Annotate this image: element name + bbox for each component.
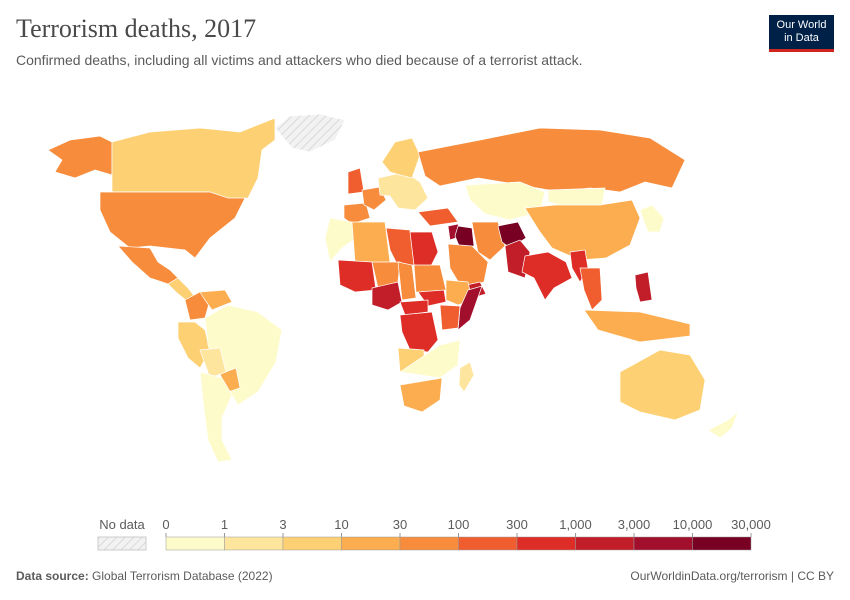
country-bolivia[interactable] bbox=[199, 347, 227, 379]
legend-tick-label: 10 bbox=[334, 517, 348, 532]
country-japan-korea[interactable] bbox=[639, 204, 665, 233]
country-united-states[interactable] bbox=[99, 191, 246, 259]
logo-line-2: in Data bbox=[784, 32, 819, 44]
country-kenya[interactable] bbox=[439, 304, 461, 331]
legend-swatch[interactable] bbox=[282, 536, 342, 551]
legend-tick-label: 30,000 bbox=[731, 517, 771, 532]
country-colombia[interactable] bbox=[184, 291, 211, 321]
logo-line-1: Our World bbox=[776, 19, 827, 31]
country-philippines[interactable] bbox=[634, 271, 653, 303]
country-mexico[interactable] bbox=[117, 245, 179, 285]
country-canada[interactable] bbox=[111, 117, 276, 201]
country-argentina-chile[interactable] bbox=[199, 371, 233, 463]
legend-swatch[interactable] bbox=[516, 536, 576, 551]
data-source-text: Global Terrorism Database (2022) bbox=[92, 569, 273, 583]
country-nigeria[interactable] bbox=[371, 281, 403, 311]
legend-swatch[interactable] bbox=[692, 536, 752, 551]
legend-tick-label: 30 bbox=[393, 517, 407, 532]
legend-swatch[interactable] bbox=[458, 536, 518, 551]
country-chad[interactable] bbox=[397, 261, 417, 301]
country-libya[interactable] bbox=[385, 227, 415, 267]
country-alaska[interactable] bbox=[47, 135, 113, 179]
legend-swatch[interactable] bbox=[165, 536, 225, 551]
country-mali[interactable] bbox=[337, 259, 377, 293]
country-australia[interactable] bbox=[619, 349, 706, 421]
country-somalia[interactable] bbox=[457, 285, 483, 331]
country-madagascar[interactable] bbox=[458, 361, 475, 393]
country-new-zealand[interactable] bbox=[707, 410, 739, 439]
country-indonesia[interactable] bbox=[583, 309, 691, 343]
legend-tick-label: 3 bbox=[279, 517, 286, 532]
country-central-europe[interactable] bbox=[377, 171, 429, 211]
chart-subtitle: Confirmed deaths, including all victims … bbox=[16, 52, 583, 68]
legend-tick-label: 10,000 bbox=[673, 517, 713, 532]
legend-no-data-swatch[interactable] bbox=[97, 536, 147, 551]
country-kazakhstan-central-asia[interactable] bbox=[464, 181, 546, 221]
country-egypt[interactable] bbox=[409, 231, 439, 269]
country-thailand[interactable] bbox=[579, 267, 603, 311]
source-url[interactable]: OurWorldinData.org/terrorism | CC BY bbox=[630, 569, 834, 583]
legend-swatch[interactable] bbox=[224, 536, 284, 551]
legend-tick-label: 0 bbox=[162, 517, 169, 532]
country-china[interactable] bbox=[524, 199, 641, 261]
country-scandinavia[interactable] bbox=[381, 137, 421, 179]
legend-tick-label: 1 bbox=[221, 517, 228, 532]
country-greenland[interactable] bbox=[274, 113, 346, 153]
legend-no-data-label: No data bbox=[99, 517, 145, 532]
country-south-africa[interactable] bbox=[399, 377, 443, 413]
legend-swatch[interactable] bbox=[575, 536, 635, 551]
data-source: Data source: Global Terrorism Database (… bbox=[16, 569, 273, 583]
country-turkey[interactable] bbox=[417, 207, 459, 227]
country-russia[interactable] bbox=[417, 127, 686, 193]
country-venezuela[interactable] bbox=[199, 289, 233, 311]
country-dr-congo[interactable] bbox=[399, 311, 439, 353]
legend-tick-label: 3,000 bbox=[618, 517, 651, 532]
data-source-label: Data source: bbox=[16, 569, 89, 583]
legend-tick-label: 300 bbox=[506, 517, 528, 532]
country-iran[interactable] bbox=[471, 221, 506, 261]
legend-swatch[interactable] bbox=[633, 536, 693, 551]
country-saudi-arabia[interactable] bbox=[447, 243, 489, 289]
country-spain[interactable] bbox=[343, 202, 371, 225]
country-india[interactable] bbox=[521, 251, 573, 301]
legend-tick-label: 1,000 bbox=[559, 517, 592, 532]
legend-tick-label: 100 bbox=[448, 517, 470, 532]
owid-logo[interactable]: Our World in Data bbox=[769, 15, 834, 52]
country-southern-africa[interactable] bbox=[399, 339, 461, 379]
legend-swatch[interactable] bbox=[341, 536, 401, 551]
legend-swatch[interactable] bbox=[399, 536, 459, 551]
chart-title: Terrorism deaths, 2017 bbox=[16, 14, 257, 43]
country-united-kingdom[interactable] bbox=[347, 167, 365, 195]
country-central-african-republic[interactable] bbox=[399, 299, 429, 316]
country-morocco[interactable] bbox=[324, 217, 357, 263]
